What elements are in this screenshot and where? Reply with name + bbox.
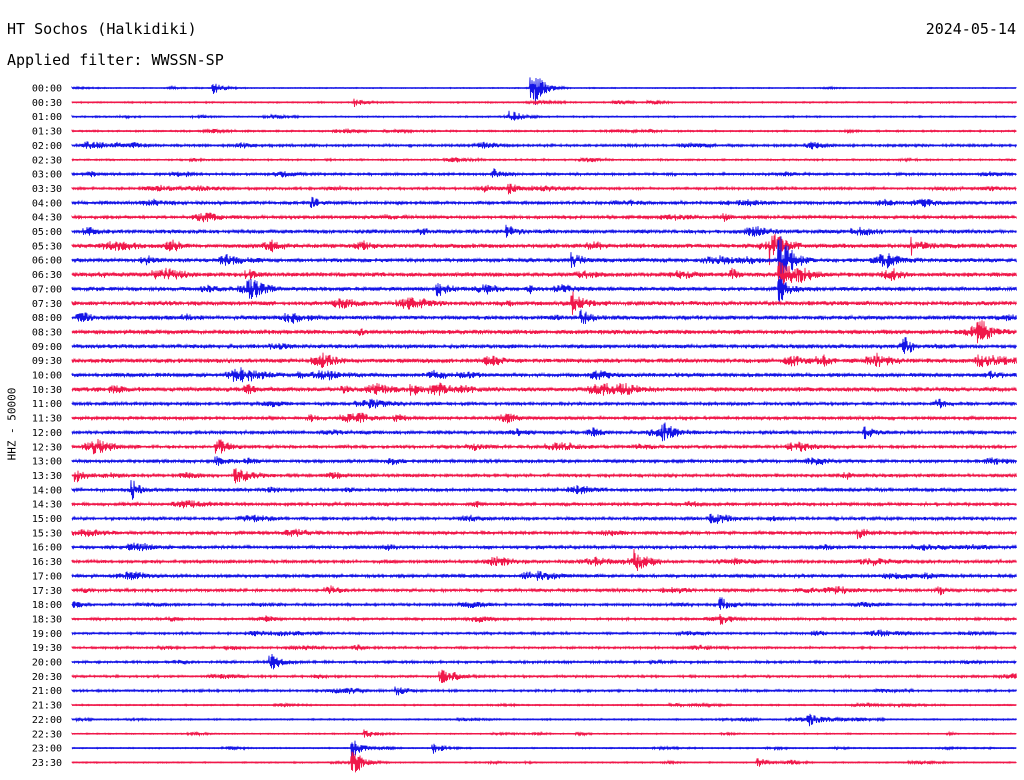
- tick-label-1800: 18:00: [32, 600, 62, 611]
- filter-name: WWSSN-SP: [151, 51, 224, 69]
- tick-label-1330: 13:30: [32, 471, 62, 482]
- filter-line: Applied filter: WWSSN-SP: [7, 51, 224, 69]
- tick-label-0530: 05:30: [32, 241, 62, 252]
- tick-label-0800: 08:00: [32, 313, 62, 324]
- tick-label-1300: 13:00: [32, 457, 62, 468]
- y-axis-label: HHZ - 50000: [5, 387, 19, 461]
- tick-label-0930: 09:30: [32, 356, 62, 367]
- tick-label-0600: 06:00: [32, 256, 62, 267]
- tick-label-0000: 00:00: [32, 84, 62, 95]
- tick-label-1700: 17:00: [32, 571, 62, 582]
- tick-label-0300: 03:00: [32, 170, 62, 181]
- tick-label-2100: 21:00: [32, 686, 62, 697]
- tick-label-1530: 15:30: [32, 528, 62, 539]
- trace-0300: [71, 168, 1017, 178]
- tick-label-1630: 16:30: [32, 557, 62, 568]
- tick-label-0330: 03:30: [32, 184, 62, 195]
- tick-label-1030: 10:30: [32, 385, 62, 396]
- chart-date: 2024-05-14: [925, 20, 1016, 38]
- tick-label-1130: 11:30: [32, 414, 62, 425]
- tick-label-0500: 05:00: [32, 227, 62, 238]
- trace-0630: [71, 261, 1017, 285]
- tick-label-1900: 19:00: [32, 629, 62, 640]
- tick-label-0900: 09:00: [32, 342, 62, 353]
- tick-label-1600: 16:00: [32, 543, 62, 554]
- tick-label-2200: 22:00: [32, 715, 62, 726]
- tick-label-1730: 17:30: [32, 586, 62, 597]
- tick-label-0430: 04:30: [32, 213, 62, 224]
- tick-label-1500: 15:00: [32, 514, 62, 525]
- tick-label-1400: 14:00: [32, 485, 62, 496]
- time-tick-labels: 00:00 00:30 01:00 01:30 02:00 02:30 03:00 03:30…: [32, 84, 62, 769]
- trace-1800: [71, 597, 1017, 610]
- tick-label-1930: 19:30: [32, 643, 62, 654]
- tick-label-2000: 20:00: [32, 658, 62, 669]
- filter-prefix: Applied filter:: [7, 51, 143, 69]
- tick-label-2330: 23:30: [32, 758, 62, 769]
- tick-label-0230: 02:30: [32, 155, 62, 166]
- tick-label-1100: 11:00: [32, 399, 62, 410]
- tick-label-1230: 12:30: [32, 442, 62, 453]
- trace-1330: [71, 468, 1017, 484]
- tick-label-1830: 18:30: [32, 614, 62, 625]
- trace-1530: [71, 528, 1017, 540]
- tick-label-0830: 08:30: [32, 327, 62, 338]
- tick-label-1000: 10:00: [32, 371, 62, 382]
- tick-label-0730: 07:30: [32, 299, 62, 310]
- trace-0100: [71, 110, 1017, 121]
- tick-label-2130: 21:30: [32, 701, 62, 712]
- tick-label-2300: 23:00: [32, 744, 62, 755]
- tick-label-0700: 07:00: [32, 284, 62, 295]
- tick-label-0400: 04:00: [32, 198, 62, 209]
- trace-1000: [71, 367, 1017, 383]
- tick-label-2230: 22:30: [32, 729, 62, 740]
- station-title: HT Sochos (Halkidiki): [7, 20, 197, 38]
- trace-0600: [71, 236, 1017, 288]
- trace-1630: [71, 548, 1017, 571]
- tick-label-0200: 02:00: [32, 141, 62, 152]
- tick-label-1430: 14:30: [32, 500, 62, 511]
- trace-group: [71, 77, 1017, 773]
- tick-label-0130: 01:30: [32, 127, 62, 138]
- tick-label-0630: 06:30: [32, 270, 62, 281]
- tick-label-0030: 00:30: [32, 98, 62, 109]
- tick-label-0100: 01:00: [32, 112, 62, 123]
- tick-label-1200: 12:00: [32, 428, 62, 439]
- tick-label-2030: 20:30: [32, 672, 62, 683]
- trace-0800: [71, 309, 1017, 325]
- trace-2300: [71, 740, 1017, 758]
- trace-1230: [71, 438, 1017, 455]
